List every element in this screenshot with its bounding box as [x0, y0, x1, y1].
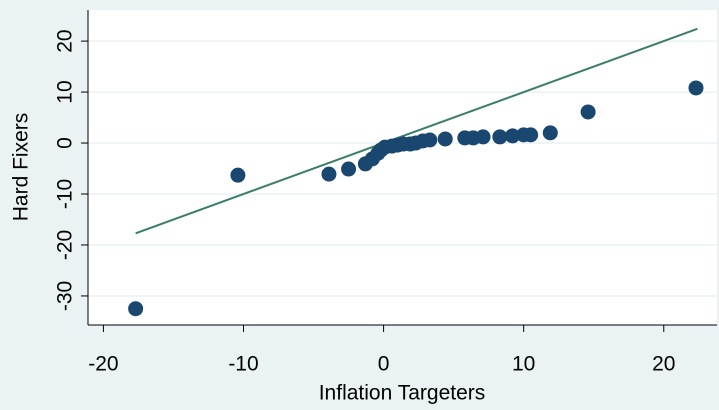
- y-tick-label: 0: [54, 137, 77, 149]
- y-axis-label: Hard Fixers: [10, 113, 33, 222]
- point: [492, 129, 508, 145]
- point: [580, 104, 596, 120]
- point: [128, 301, 144, 317]
- x-tick-label: 10: [512, 353, 535, 376]
- point: [422, 132, 438, 148]
- y-tick-label: -10: [54, 179, 77, 209]
- point: [341, 161, 357, 177]
- point: [437, 131, 453, 147]
- x-tick-label: -10: [228, 353, 258, 376]
- point: [230, 167, 246, 183]
- x-tick-label: -20: [88, 353, 118, 376]
- point: [688, 80, 704, 96]
- reference-line: [135, 27, 698, 235]
- point: [475, 129, 491, 145]
- y-tick-label: -30: [54, 281, 77, 311]
- point: [321, 166, 337, 182]
- plot-area: [88, 10, 717, 325]
- point: [542, 125, 558, 141]
- x-axis-label: Inflation Targeters: [319, 382, 486, 405]
- x-tick-label: 0: [378, 353, 390, 376]
- x-tick-label: 20: [652, 353, 675, 376]
- point: [504, 128, 520, 144]
- y-tick-label: 20: [54, 29, 77, 52]
- y-tick-label: 10: [54, 80, 77, 103]
- y-tick-label: -20: [54, 230, 77, 260]
- point: [523, 127, 539, 143]
